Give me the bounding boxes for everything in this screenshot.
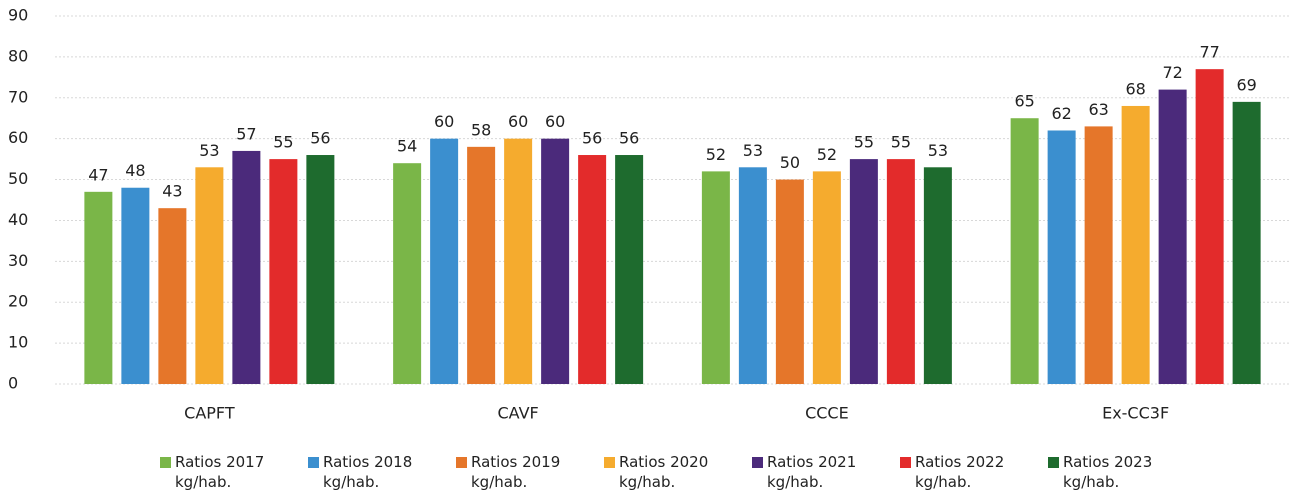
x-tick-label: CAVF <box>498 404 539 423</box>
bar <box>1158 89 1187 384</box>
data-label: 52 <box>817 145 837 164</box>
bar <box>121 187 150 384</box>
legend-swatch <box>456 457 467 468</box>
data-label: 62 <box>1051 104 1071 123</box>
legend-label: Ratios 2017 kg/hab. <box>175 453 265 491</box>
bar <box>541 138 570 384</box>
y-tick-label: 30 <box>8 251 28 270</box>
data-label: 60 <box>508 112 528 131</box>
data-label: 53 <box>199 141 219 160</box>
data-label: 47 <box>88 165 108 184</box>
bar <box>578 155 607 384</box>
legend-item: Ratios 2019 kg/hab. <box>456 452 604 492</box>
bar <box>615 155 644 384</box>
bar <box>849 159 878 384</box>
data-label: 68 <box>1125 79 1145 98</box>
bar <box>1195 69 1224 385</box>
y-tick-label: 20 <box>8 292 28 311</box>
bar <box>1010 118 1039 384</box>
data-label: 56 <box>310 129 330 148</box>
data-label: 65 <box>1014 92 1034 111</box>
bar <box>84 191 113 384</box>
bar <box>886 159 915 384</box>
legend-item: Ratios 2022 kg/hab. <box>900 452 1048 492</box>
data-label: 58 <box>471 120 491 139</box>
legend-label: Ratios 2020 kg/hab. <box>619 453 709 491</box>
data-label: 69 <box>1236 75 1256 94</box>
legend-label: Ratios 2021 kg/hab. <box>767 453 857 491</box>
data-label: 55 <box>854 133 874 152</box>
bar <box>232 150 261 384</box>
legend-swatch <box>160 457 171 468</box>
data-label: 54 <box>397 137 417 156</box>
data-label: 77 <box>1199 43 1219 62</box>
data-label: 48 <box>125 161 145 180</box>
bar <box>923 167 952 384</box>
y-tick-label: 60 <box>8 128 28 147</box>
legend-label: Ratios 2022 kg/hab. <box>915 453 1005 491</box>
legend-item: Ratios 2023 kg/hab. <box>1048 452 1196 492</box>
bar <box>1084 126 1113 385</box>
data-label: 56 <box>582 129 602 148</box>
bar <box>1047 130 1076 384</box>
bar <box>775 179 804 384</box>
bar <box>504 138 533 384</box>
legend-swatch <box>900 457 911 468</box>
y-tick-label: 90 <box>8 6 28 25</box>
bar <box>812 171 841 384</box>
data-label: 53 <box>928 141 948 160</box>
data-label: 43 <box>162 182 182 201</box>
legend-item: Ratios 2020 kg/hab. <box>604 452 752 492</box>
y-tick-label: 80 <box>8 46 28 65</box>
y-tick-label: 50 <box>8 169 28 188</box>
x-tick-label: CCCE <box>805 404 849 423</box>
bar <box>269 159 298 384</box>
data-label: 56 <box>619 129 639 148</box>
data-label: 60 <box>434 112 454 131</box>
legend-label: Ratios 2018 kg/hab. <box>323 453 413 491</box>
data-label: 52 <box>706 145 726 164</box>
bar <box>1232 101 1261 384</box>
data-label: 72 <box>1162 63 1182 82</box>
bar <box>158 208 187 384</box>
data-label: 57 <box>236 124 256 143</box>
bar <box>195 167 224 384</box>
chart: 0 10 20 30 40 50 60 70 80 90 CAPFT 47 48 43 53 57 55 56 CA… <box>8 6 1290 423</box>
legend-label: Ratios 2019 kg/hab. <box>471 453 561 491</box>
bar <box>393 163 422 384</box>
legend-item: Ratios 2017 kg/hab. <box>160 452 308 492</box>
bar <box>467 146 496 384</box>
legend-swatch <box>1048 457 1059 468</box>
legend-item: Ratios 2018 kg/hab. <box>308 452 456 492</box>
legend: Ratios 2017 kg/hab. Ratios 2018 kg/hab. Ra… <box>160 452 1196 492</box>
data-label: 53 <box>743 141 763 160</box>
legend-swatch <box>752 457 763 468</box>
data-label: 55 <box>891 133 911 152</box>
data-label: 60 <box>545 112 565 131</box>
bar <box>306 155 335 384</box>
data-label: 55 <box>273 133 293 152</box>
bar <box>1121 105 1150 384</box>
x-tick-label: CAPFT <box>184 404 235 423</box>
data-label: 63 <box>1088 100 1108 119</box>
legend-label: Ratios 2023 kg/hab. <box>1063 453 1153 491</box>
data-label: 50 <box>780 153 800 172</box>
legend-swatch <box>604 457 615 468</box>
legend-swatch <box>308 457 319 468</box>
y-tick-label: 0 <box>8 374 18 393</box>
legend-item: Ratios 2021 kg/hab. <box>752 452 900 492</box>
y-tick-label: 40 <box>8 210 28 229</box>
y-tick-label: 70 <box>8 87 28 106</box>
x-tick-label: Ex-CC3F <box>1102 404 1169 423</box>
bar <box>430 138 459 384</box>
bar <box>738 167 767 384</box>
y-tick-label: 10 <box>8 333 28 352</box>
bar <box>701 171 730 384</box>
